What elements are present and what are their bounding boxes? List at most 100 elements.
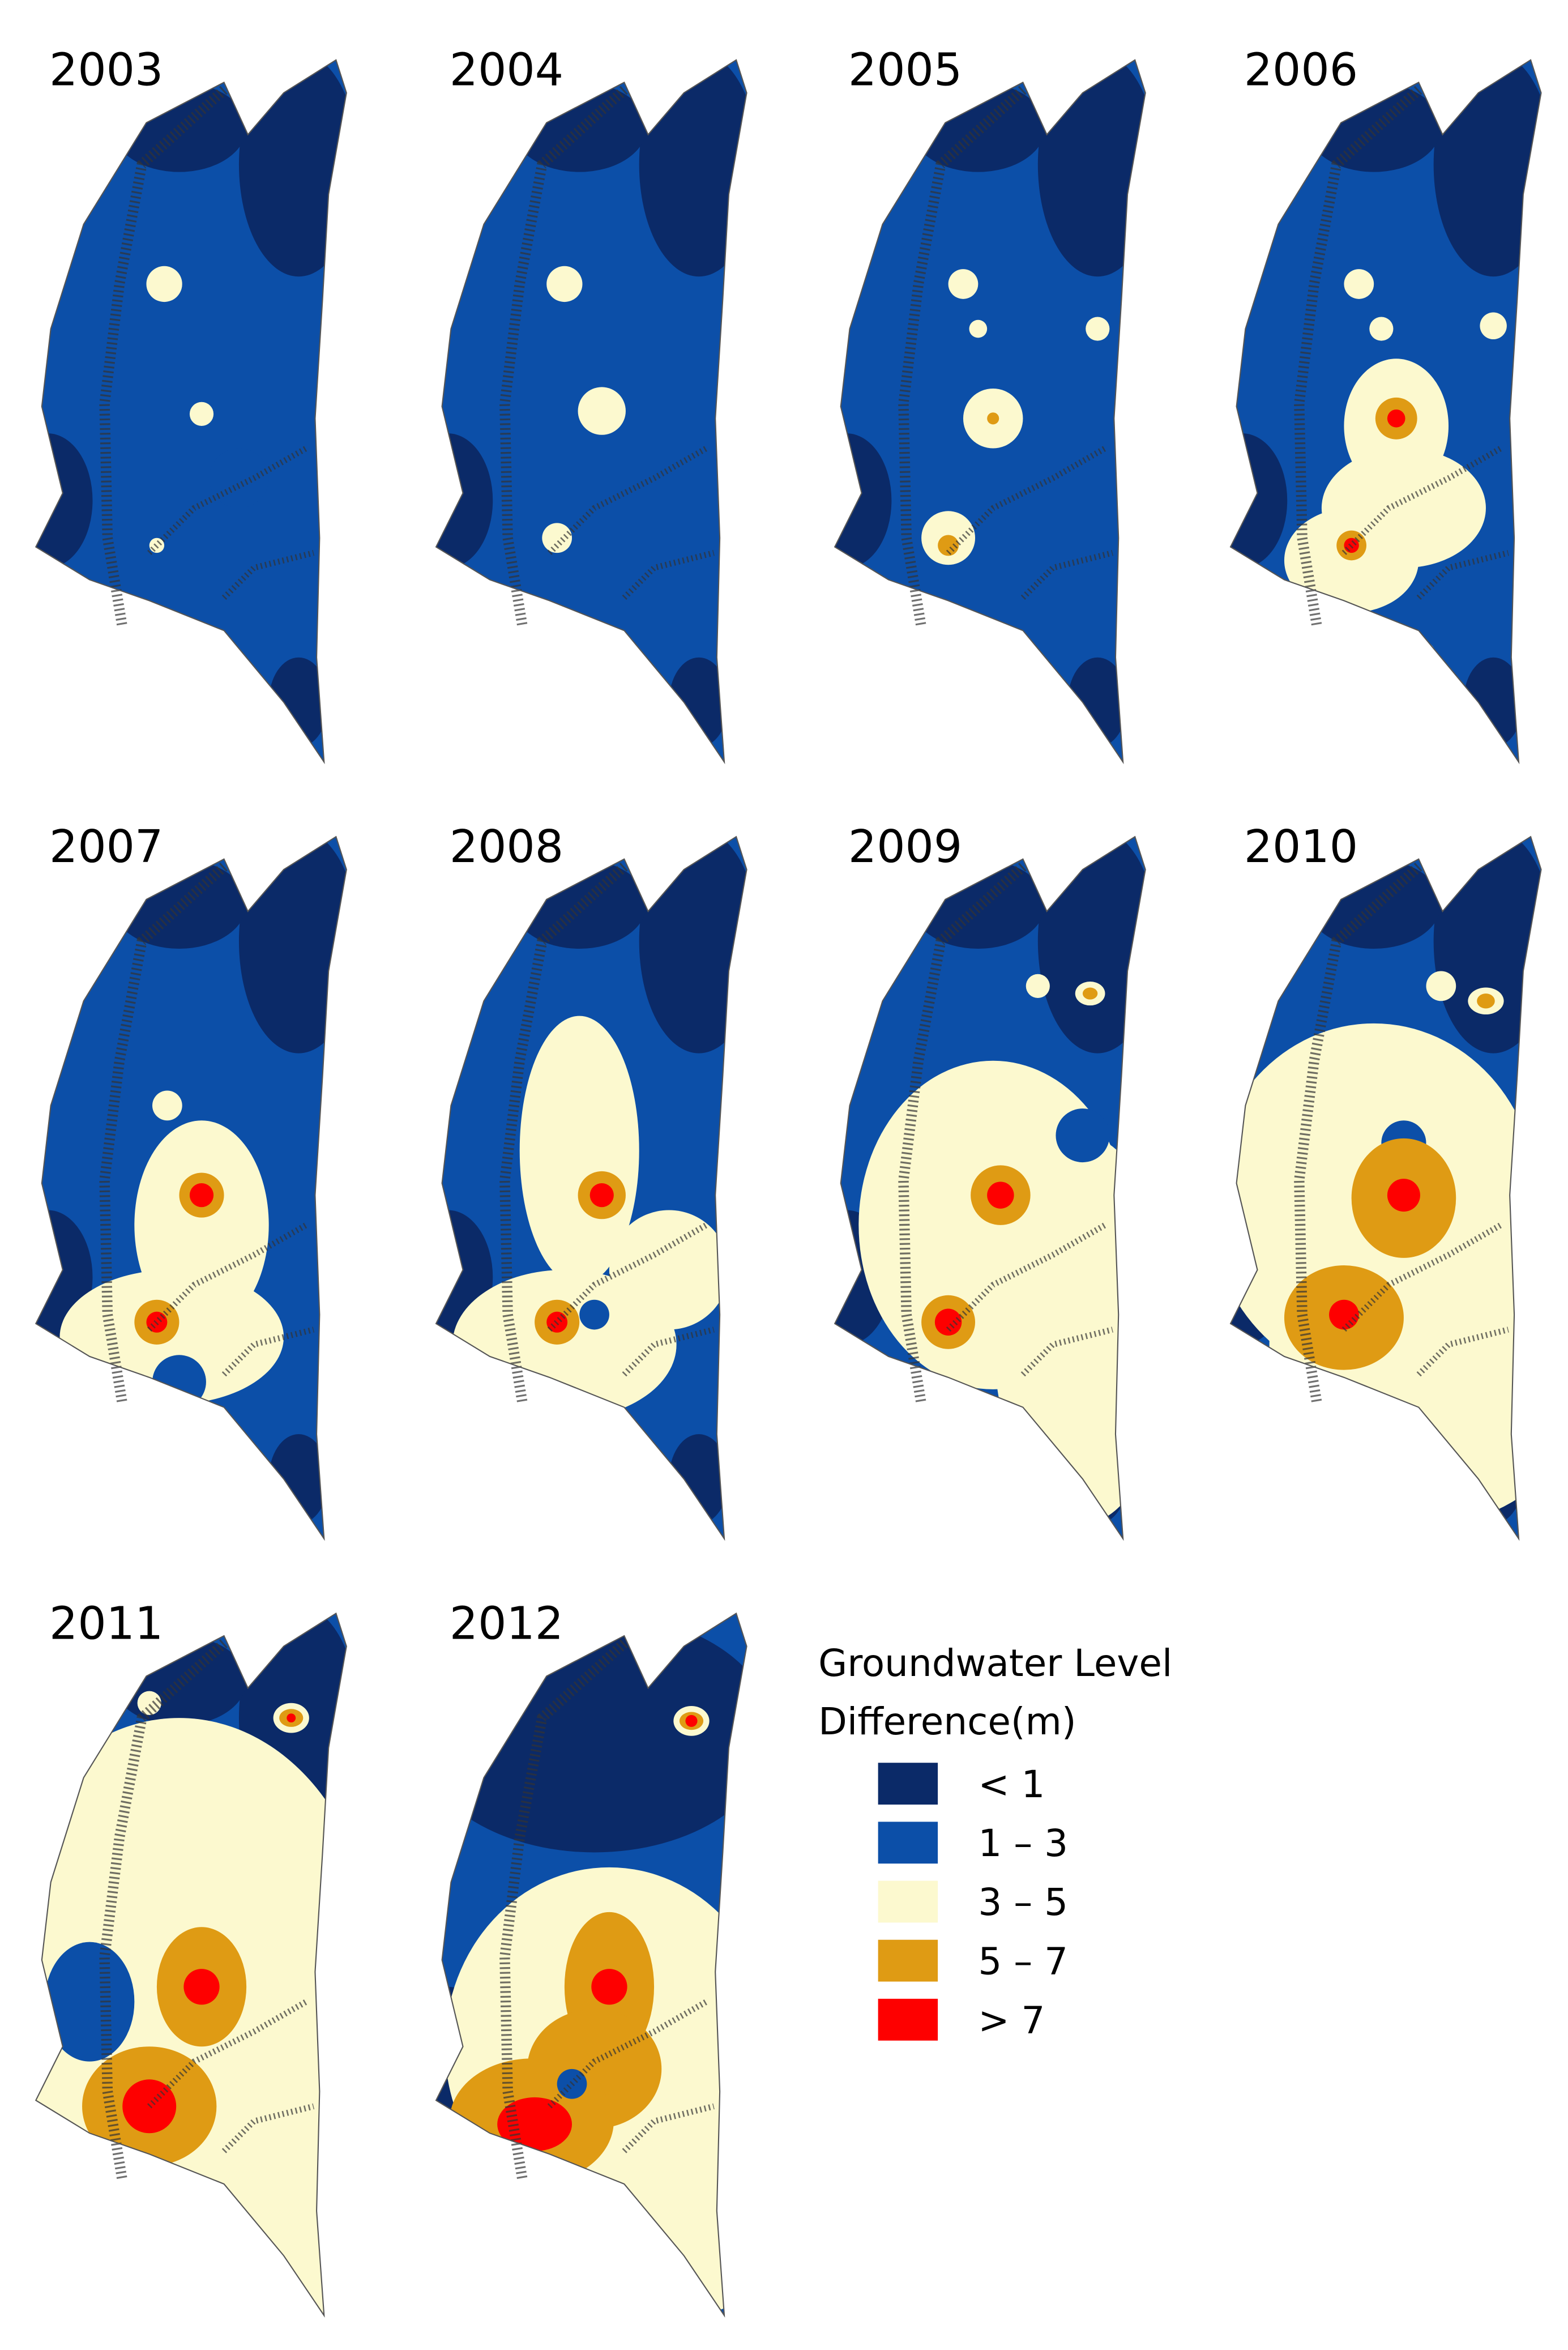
zone [639,837,747,1054]
map-panel: 2006 [1229,44,1542,763]
zone [1026,974,1050,998]
zone [1480,312,1507,340]
map-panel: 2003 [35,44,348,763]
zone [189,1183,214,1208]
canal [946,445,1113,600]
zone [639,59,747,277]
zone [1231,433,1288,568]
year-label: 2009 [848,821,962,873]
map-panel: 2005 [834,44,1147,763]
zone [969,319,988,338]
year-label: 2010 [1244,821,1358,873]
canal [946,1222,1113,1377]
canal [898,863,1027,1405]
map-panel: 2004 [435,44,747,763]
canal [1294,863,1422,1405]
zone [685,1714,698,1727]
zone [183,1969,220,2005]
map-zones [36,837,347,1539]
canal [99,86,228,629]
zone [1387,1179,1420,1212]
canal [1341,445,1509,600]
legend-label: 1 – 3 [978,1822,1068,1865]
legend-title: Groundwater Level [818,1641,1172,1685]
zone [1056,1108,1110,1163]
canal [499,863,628,1405]
legend-label: < 1 [978,1763,1045,1806]
zone [1426,971,1456,1001]
legend-swatch [878,1880,938,1923]
map-zones [835,59,1146,762]
zone [238,59,347,277]
legend-label: 3 – 5 [978,1880,1068,1924]
year-label: 2004 [450,44,563,96]
map-zones [436,59,747,762]
zone [609,1210,729,1330]
map-zones [36,1613,347,2315]
canal [147,1999,315,2153]
zone [436,433,493,568]
zone [1387,409,1405,428]
zone [589,1183,614,1208]
year-label: 2007 [49,821,163,873]
canal [499,1639,628,2182]
map-zones [436,1613,747,2315]
zone [579,1299,609,1330]
zone [497,2097,572,2151]
zone [287,1713,296,1723]
legend-label: > 7 [978,1999,1045,2042]
year-label: 2003 [49,44,163,96]
canal [547,445,715,600]
map-zones [436,837,747,1539]
zone [542,523,572,553]
legend-title: Difference(m) [818,1700,1076,1743]
zone [146,266,182,302]
zone [948,269,979,299]
zone [835,433,892,568]
map-panel: 2010 [1229,821,1542,1539]
zone [1082,987,1098,1000]
zone [1086,317,1110,341]
legend: Groundwater Level Difference(m) < 1 1 – 3 3 … [818,1641,1172,2042]
zone [1433,837,1541,1054]
canal [147,1222,315,1377]
zone [1329,1299,1359,1330]
canal [1294,86,1422,629]
canal [499,86,628,629]
zone [1037,59,1146,277]
map-panel: 2011 [35,1597,348,2317]
map-zones [835,837,1146,1539]
zone [934,1308,962,1336]
zone [591,1969,627,2005]
year-label: 2008 [450,821,563,873]
year-label: 2011 [49,1597,163,1649]
canal [898,86,1027,629]
zone [238,837,347,1054]
zone [152,1090,182,1121]
zone [987,1182,1014,1209]
map-zones [36,59,347,762]
canal [1341,1222,1509,1377]
map-panel: 2009 [834,821,1147,1539]
zone [1433,59,1541,277]
zone [1344,269,1374,299]
legend-swatch [878,1939,938,1982]
year-label: 2006 [1244,44,1358,96]
zone [1037,837,1146,1054]
zone [546,266,583,302]
map-panel: 2012 [435,1597,747,2317]
zone [45,1942,135,2062]
zone [209,448,269,509]
legend-swatch [878,1822,938,1864]
map-panel: 2008 [435,821,747,1539]
legend-label: 5 – 7 [978,1939,1068,1983]
zone [578,387,626,435]
zone [987,412,999,425]
legend-swatch [878,1763,938,1805]
canal [99,863,228,1405]
legend-swatch [878,1998,938,2041]
map-panel: 2007 [35,821,348,1539]
year-label: 2012 [450,1597,563,1649]
